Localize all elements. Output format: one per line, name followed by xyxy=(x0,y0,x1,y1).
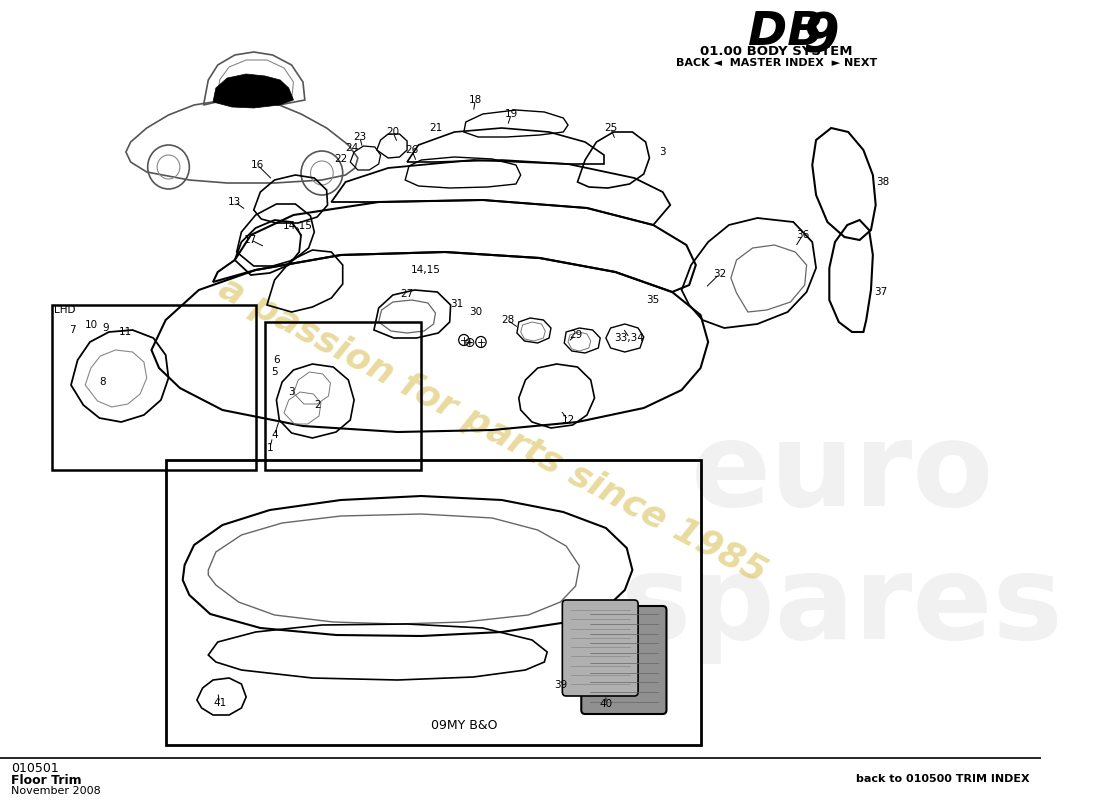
Text: 19: 19 xyxy=(505,109,518,119)
Text: 010501: 010501 xyxy=(11,762,59,775)
Text: 16: 16 xyxy=(251,160,264,170)
Bar xyxy=(166,460,701,745)
Text: 23: 23 xyxy=(353,132,366,142)
Text: 25: 25 xyxy=(604,123,617,133)
Text: BACK ◄  MASTER INDEX  ► NEXT: BACK ◄ MASTER INDEX ► NEXT xyxy=(675,58,877,68)
Text: 40: 40 xyxy=(600,699,613,709)
Text: 5: 5 xyxy=(272,367,278,377)
FancyBboxPatch shape xyxy=(581,606,667,714)
FancyBboxPatch shape xyxy=(562,600,638,696)
Text: 26: 26 xyxy=(405,145,418,155)
Text: 22: 22 xyxy=(334,154,348,164)
Polygon shape xyxy=(213,74,294,108)
Text: 13: 13 xyxy=(228,197,241,207)
Text: 9: 9 xyxy=(102,323,109,333)
Text: 39: 39 xyxy=(553,680,568,690)
Text: LHD: LHD xyxy=(54,305,75,315)
Text: 32: 32 xyxy=(713,269,726,279)
Text: DB: DB xyxy=(748,10,823,55)
Text: 12: 12 xyxy=(561,415,574,425)
Text: 01.00 BODY SYSTEM: 01.00 BODY SYSTEM xyxy=(700,45,852,58)
Text: 4: 4 xyxy=(272,430,278,440)
Text: 27: 27 xyxy=(400,289,414,299)
Text: 11: 11 xyxy=(119,327,132,337)
Text: 1: 1 xyxy=(266,443,273,453)
Text: 3: 3 xyxy=(288,387,295,397)
Text: 31: 31 xyxy=(450,299,463,309)
Text: 35: 35 xyxy=(647,295,660,305)
Text: 14,15: 14,15 xyxy=(283,221,312,231)
Text: 10: 10 xyxy=(85,320,98,330)
Text: a passion for parts since 1985: a passion for parts since 1985 xyxy=(212,270,772,590)
Text: 6: 6 xyxy=(273,355,279,365)
Text: ⊕: ⊕ xyxy=(464,336,475,350)
Text: 30: 30 xyxy=(469,307,482,317)
Text: 21: 21 xyxy=(429,123,442,133)
Text: 17: 17 xyxy=(244,235,257,245)
Text: 3: 3 xyxy=(659,147,666,157)
Text: 36: 36 xyxy=(796,230,810,240)
Bar xyxy=(52,305,255,470)
Text: 41: 41 xyxy=(213,698,227,708)
Text: 37: 37 xyxy=(873,287,887,297)
Text: 8: 8 xyxy=(99,377,106,387)
Text: 14,15: 14,15 xyxy=(411,265,441,275)
Text: 7: 7 xyxy=(68,325,75,335)
Text: Floor Trim: Floor Trim xyxy=(11,774,82,787)
Text: back to 010500 TRIM INDEX: back to 010500 TRIM INDEX xyxy=(857,774,1030,784)
Text: 20: 20 xyxy=(386,127,399,137)
Text: November 2008: November 2008 xyxy=(11,786,101,796)
Text: 33,34: 33,34 xyxy=(615,333,645,343)
Text: 28: 28 xyxy=(500,315,514,325)
Text: 38: 38 xyxy=(876,177,889,187)
Text: 09MY B&O: 09MY B&O xyxy=(430,719,497,732)
Text: 2: 2 xyxy=(314,400,320,410)
Text: euro
spares: euro spares xyxy=(621,416,1064,664)
Bar xyxy=(265,322,421,470)
Text: 24: 24 xyxy=(345,143,359,153)
Text: 18: 18 xyxy=(469,95,482,105)
Text: 9: 9 xyxy=(803,10,839,62)
Text: 29: 29 xyxy=(569,330,582,340)
